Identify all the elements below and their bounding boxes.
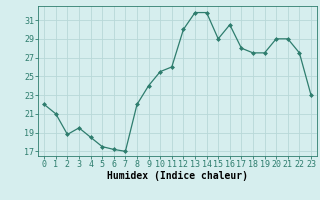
X-axis label: Humidex (Indice chaleur): Humidex (Indice chaleur) xyxy=(107,171,248,181)
